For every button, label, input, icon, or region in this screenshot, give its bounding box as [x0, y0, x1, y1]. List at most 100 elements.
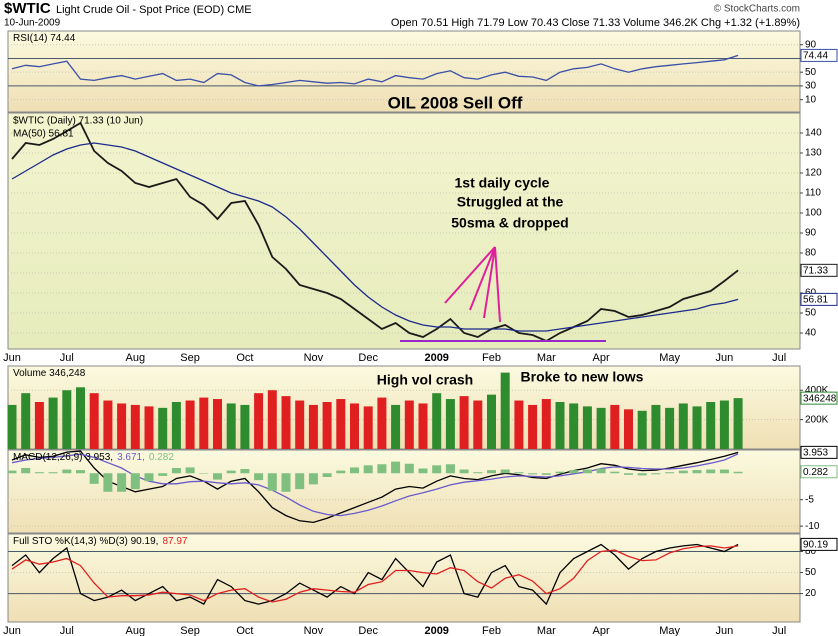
y-tick-label: 140 — [805, 128, 822, 139]
volume-bar — [569, 403, 579, 449]
volume-bar — [596, 407, 606, 449]
histogram-bar — [89, 473, 99, 484]
histogram-bar — [432, 465, 442, 474]
x-tick-label: Oct — [236, 352, 253, 364]
value-box — [800, 292, 838, 306]
volume-bar — [34, 401, 44, 449]
volume-bar — [308, 404, 318, 449]
series-line — [11, 121, 739, 343]
x-tick-label: Dec — [358, 625, 378, 636]
volume-bar — [610, 404, 620, 449]
x-tick-label: Jun — [716, 352, 734, 364]
panel-bg — [7, 112, 801, 350]
y-tick-label: 110 — [805, 188, 821, 199]
x-tick-label: 2009 — [424, 352, 448, 364]
y-tick-label: 50 — [805, 67, 817, 78]
histogram-bar — [637, 473, 647, 476]
volume-bar — [528, 404, 538, 449]
volume-bar — [500, 372, 510, 449]
volume-bar — [254, 393, 264, 449]
histogram-bar — [21, 467, 31, 474]
volume-bar — [582, 406, 592, 449]
x-tick-label: Jul — [772, 625, 786, 636]
y-tick-label: 40 — [805, 328, 817, 339]
histogram-bar — [48, 472, 58, 474]
histogram-bar — [76, 470, 85, 474]
volume-bar — [487, 394, 496, 449]
histogram-bar — [555, 471, 565, 474]
annotation: 50sma & dropped — [451, 215, 568, 231]
volume-bar — [144, 406, 154, 449]
y-tick-label: -10 — [805, 521, 820, 532]
histogram-bar — [541, 473, 551, 475]
histogram-bar — [322, 473, 332, 477]
value-box — [800, 537, 838, 551]
x-tick-label: May — [659, 352, 680, 364]
volume-bar — [117, 403, 127, 449]
volume-bar — [281, 396, 291, 449]
histogram-bar — [350, 467, 359, 474]
x-tick-label: Feb — [482, 352, 501, 364]
legend: RSI(14) 74.44 — [13, 33, 76, 44]
histogram-bar — [34, 472, 44, 474]
y-tick-label: -5 — [805, 494, 814, 505]
histogram-bar — [528, 473, 538, 475]
legend-entry: 3.671, — [117, 452, 145, 463]
volume-bar — [445, 399, 455, 449]
annotation: Broke to new lows — [521, 369, 644, 385]
y-tick-label: 130 — [805, 148, 822, 159]
histogram-bar — [363, 465, 373, 474]
x-tick-label: Sep — [180, 625, 200, 636]
histogram-bar — [418, 468, 428, 474]
volume-bar — [391, 404, 401, 449]
histogram-bar — [130, 473, 140, 490]
x-tick-label: Jun — [716, 625, 734, 636]
x-tick-label: Jul — [60, 625, 74, 636]
histogram-bar — [240, 469, 250, 474]
x-tick-label: Feb — [482, 625, 501, 636]
title: Light Crude Oil - Spot Price (EOD) CME — [56, 4, 252, 16]
x-tick-label: Apr — [593, 625, 610, 636]
histogram-bar — [514, 472, 524, 474]
volume-bar — [350, 403, 359, 449]
histogram-bar — [678, 470, 688, 474]
value-label: 346248 — [803, 393, 837, 404]
volume-bar — [719, 400, 729, 449]
legend-entry: MACD(12,26,9) 3.953, — [13, 452, 113, 463]
volume-bar — [733, 398, 743, 449]
date: 10-Jun-2009 — [4, 18, 61, 29]
histogram-bar — [336, 470, 346, 474]
histogram-bar — [487, 470, 496, 474]
histogram-bar — [226, 470, 236, 474]
stats: Open 70.51 High 71.79 Low 70.43 Close 71… — [391, 17, 800, 29]
histogram-bar — [719, 469, 729, 474]
y-tick-label: 120 — [805, 168, 822, 179]
annotation: Struggled at the — [457, 194, 564, 210]
arrow — [444, 246, 496, 304]
y-tick-label: 50 — [805, 308, 817, 319]
volume-bar — [678, 403, 688, 449]
value-box — [800, 445, 838, 459]
series-line — [11, 450, 739, 524]
volume-bar — [418, 403, 428, 449]
volume-bar — [541, 399, 551, 449]
legend-entry: 87.97 — [162, 536, 187, 547]
histogram-bar — [144, 473, 154, 482]
histogram-bar — [62, 469, 72, 474]
value-label: 71.33 — [803, 265, 828, 276]
histogram-bar — [308, 473, 318, 485]
volume-bar — [706, 401, 716, 449]
histogram-bar — [404, 463, 414, 474]
histogram-bar — [171, 467, 181, 474]
value-label: 74.44 — [803, 51, 828, 62]
volume-bar — [651, 404, 661, 449]
volume-bar — [322, 401, 332, 449]
y-tick-label: 200K — [805, 414, 829, 425]
volume-bar — [514, 400, 524, 449]
x-tick-label: Jun — [3, 625, 21, 636]
x-tick-label: Jul — [60, 352, 74, 364]
value-box — [800, 391, 838, 405]
volume-bar — [76, 387, 85, 449]
y-tick-label: 50 — [805, 567, 817, 578]
